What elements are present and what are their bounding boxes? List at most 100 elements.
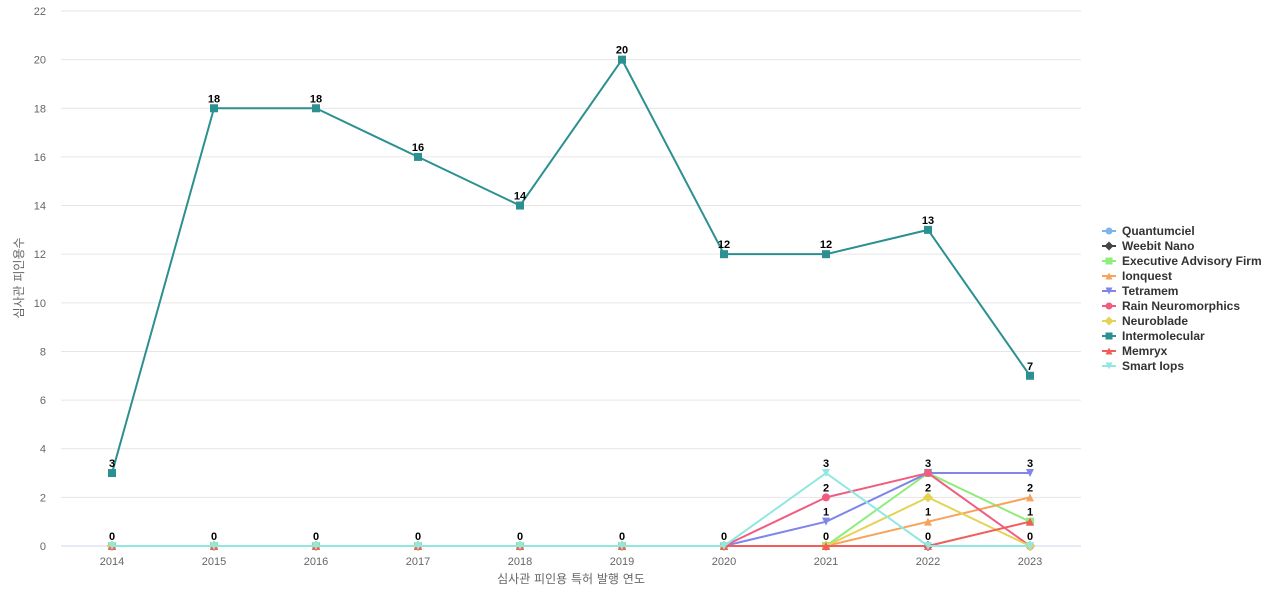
x-tick-label: 2018 [508,556,532,568]
data-point[interactable] [516,542,524,550]
data-point[interactable] [822,517,830,526]
data-label: 2 [1027,482,1033,494]
legend-item-tetramem[interactable]: Tetramem [1102,284,1178,298]
data-point[interactable] [924,469,932,478]
data-label: 14 [514,191,527,203]
legend-item-intermolecular[interactable]: Intermolecular [1102,329,1205,343]
x-axis-ticks: 2014 2015 2016 2017 2018 2019 2020 2021 2022 2023 [100,556,1042,568]
series-intermolecular [108,55,1034,478]
data-label: 1 [1027,507,1033,519]
legend-item-rain-neuromorphics[interactable]: Rain Neuromorphics [1102,299,1240,313]
data-labels: 3 0 18 0 18 0 16 0 14 0 20 0 12 0 12 3 2 1 0 13 3 2 1 0 7 3 2 1 0 [109,45,1033,543]
legend-label: Ionquest [1122,269,1172,283]
legend-item-quantumciel[interactable]: Quantumciel [1102,224,1195,238]
y-tick-label: 6 [40,395,46,407]
data-point[interactable] [924,542,932,550]
legend-marker-icon [1104,316,1114,326]
legend-label: Executive Advisory Firm [1122,254,1262,268]
data-point[interactable] [618,55,626,64]
data-point[interactable] [822,542,830,550]
data-point[interactable] [312,542,320,550]
data-label: 0 [925,531,931,543]
data-point[interactable] [923,492,933,503]
data-point[interactable] [822,493,830,502]
data-point[interactable] [108,469,116,478]
legend-label: Memryx [1122,344,1168,358]
y-tick-label: 8 [40,346,46,358]
data-point[interactable] [822,250,830,259]
data-point[interactable] [516,201,524,210]
data-label: 0 [721,531,727,543]
series-rain-neuromorphics [108,469,1034,550]
series-line [112,472,1030,547]
data-label: 3 [823,458,829,470]
x-tick-label: 2020 [712,556,736,568]
series-lines [107,55,1035,551]
x-tick-label: 2017 [406,556,430,568]
legend-marker-icon [1104,241,1114,251]
legend-marker-icon [1105,302,1113,310]
x-tick-label: 2019 [610,556,634,568]
data-point[interactable] [414,542,422,550]
data-label: 18 [310,93,322,105]
x-axis-title: 심사관 피인용 특허 발행 연도 [497,571,645,586]
legend-marker-icon [1105,257,1113,265]
data-label: 0 [823,531,829,543]
data-point[interactable] [1026,469,1034,478]
legend-marker-icon [1105,272,1113,280]
y-tick-label: 4 [40,444,46,456]
y-axis-title: 심사관 피인용수 [12,237,26,318]
series-line [111,58,1031,474]
y-tick-label: 22 [34,6,46,18]
data-point[interactable] [720,542,728,550]
data-point[interactable] [1026,493,1034,502]
data-label: 0 [619,531,625,543]
data-point[interactable] [1026,542,1034,550]
legend-marker-icon [1105,362,1113,370]
data-point[interactable] [210,542,218,550]
data-point[interactable] [720,250,728,259]
y-tick-label: 14 [34,201,46,213]
data-label: 1 [925,507,931,519]
data-point[interactable] [618,542,626,550]
y-tick-label: 10 [34,298,46,310]
data-label: 20 [616,45,628,57]
data-point[interactable] [108,542,116,550]
data-point[interactable] [924,225,932,234]
data-point[interactable] [414,152,422,161]
y-tick-label: 12 [34,249,46,261]
legend-item-smart-iops[interactable]: Smart Iops [1102,359,1184,373]
legend-item-ionquest[interactable]: Ionquest [1102,269,1172,283]
x-tick-label: 2016 [304,556,328,568]
legend-item-memryx[interactable]: Memryx [1102,344,1168,358]
legend-item-weebit-nano[interactable]: Weebit Nano [1102,239,1194,253]
y-tick-label: 0 [40,541,46,553]
data-point[interactable] [210,104,218,113]
data-label: 0 [211,531,217,543]
data-point[interactable] [822,469,830,478]
legend-label: Weebit Nano [1122,239,1194,253]
y-tick-label: 2 [40,492,46,504]
data-point[interactable] [1026,371,1034,380]
data-point[interactable] [1026,517,1034,526]
x-tick-label: 2023 [1018,556,1042,568]
series-smart-iops [108,469,1034,550]
data-label: 3 [925,458,931,470]
legend-label: Quantumciel [1122,224,1195,238]
legend-item-neuroblade[interactable]: Neuroblade [1102,314,1188,328]
data-label: 2 [823,482,829,494]
data-label: 16 [412,142,424,154]
legend-marker-icon [1105,287,1113,295]
data-point[interactable] [924,517,932,526]
data-point[interactable] [312,104,320,113]
series-neuroblade [107,492,1035,551]
series-line [112,520,1031,547]
data-label: 2 [925,482,931,494]
series-line [112,472,1031,547]
x-tick-label: 2015 [202,556,226,568]
legend-label: Smart Iops [1122,359,1184,373]
legend-item-executive-advisory-firm[interactable]: Executive Advisory Firm [1102,254,1262,268]
data-label: 3 [109,458,115,470]
